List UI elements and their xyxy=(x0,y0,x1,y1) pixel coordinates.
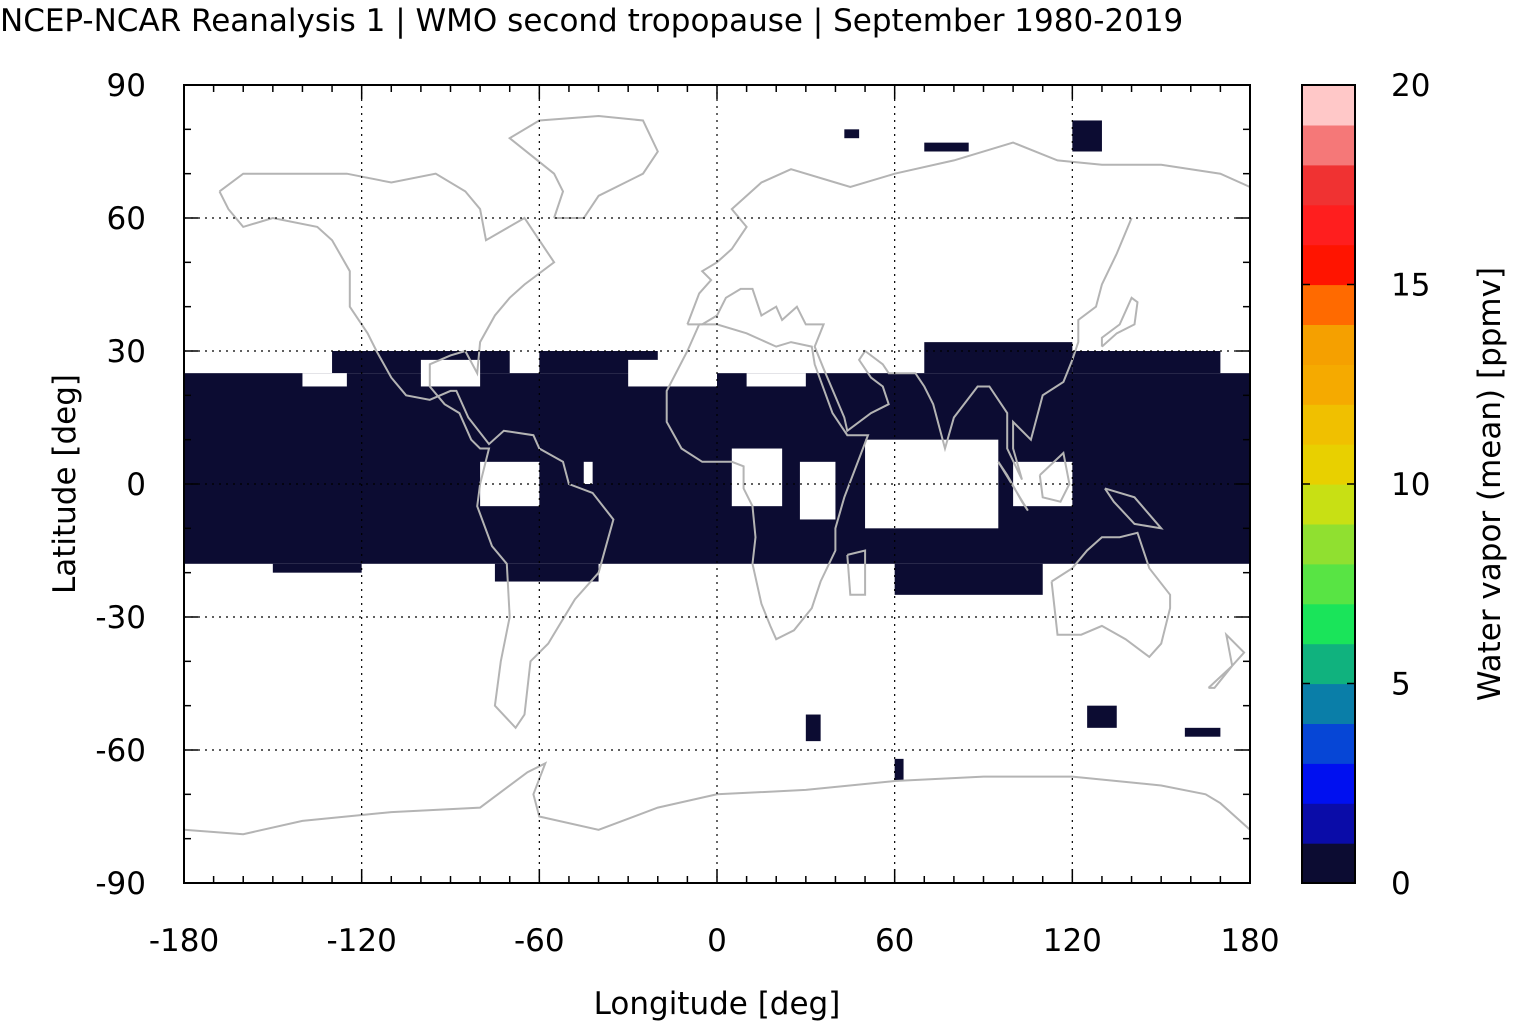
coastline xyxy=(183,761,1251,836)
coastline xyxy=(846,549,867,596)
coastlines xyxy=(183,114,1251,836)
y-tick-label: 90 xyxy=(107,68,146,104)
no-data-cell xyxy=(731,448,783,507)
colorbar-swatch xyxy=(1302,404,1355,445)
colorbar-swatch xyxy=(1302,763,1355,804)
grid-lines xyxy=(184,85,1250,883)
coastline xyxy=(507,114,659,219)
x-tick-label: -60 xyxy=(514,923,565,959)
coastline xyxy=(1104,487,1164,530)
y-tick-label: 30 xyxy=(107,334,146,370)
colorbar-swatch xyxy=(1302,284,1355,325)
plot-area xyxy=(183,84,1251,884)
colorbar-swatch xyxy=(1302,723,1355,764)
data-cell xyxy=(805,714,821,742)
coastline xyxy=(687,217,1133,481)
colorbar-swatch xyxy=(1302,803,1355,844)
x-tick-label: -120 xyxy=(326,923,396,959)
data-cell xyxy=(494,563,599,582)
colorbar-swatch xyxy=(1302,843,1355,884)
y-tick-label: -90 xyxy=(95,866,146,902)
x-tick-label: 60 xyxy=(875,923,914,959)
coastline xyxy=(686,141,1251,325)
no-data-cell xyxy=(302,373,347,387)
no-data-cell xyxy=(583,461,593,484)
x-tick-label: 120 xyxy=(1043,923,1102,959)
coastline xyxy=(1207,631,1246,689)
data-cell xyxy=(924,142,969,152)
data-cell xyxy=(894,758,904,782)
x-axis-label: Longitude [deg] xyxy=(594,986,841,1022)
data-cell xyxy=(184,373,1250,564)
data-cell xyxy=(1072,120,1102,152)
colorbar-tick-label: 10 xyxy=(1391,467,1430,503)
plot-border xyxy=(183,84,1251,884)
colorbar-swatch xyxy=(1302,484,1355,525)
coastline xyxy=(1100,296,1139,348)
data-cell xyxy=(539,351,658,374)
chart-title: NCEP-NCAR Reanalysis 1 | WMO second trop… xyxy=(0,3,1183,39)
colorbar-tick-label: 0 xyxy=(1391,866,1411,902)
colorbar-swatch xyxy=(1302,603,1355,645)
y-tick-labels: 90 60 30 0 -30 -60 -90 xyxy=(95,68,146,902)
x-tick-labels: -180 -120 -60 0 60 120 180 xyxy=(149,923,1280,959)
colorbar-swatch xyxy=(1302,523,1355,565)
colorbar-swatch xyxy=(1302,124,1355,166)
data-cell xyxy=(1184,727,1221,737)
colorbar-swatch xyxy=(1302,643,1355,685)
colorbar-tick-label: 5 xyxy=(1391,667,1411,703)
data-cell xyxy=(1072,351,1221,374)
y-axis-label: Latitude [deg] xyxy=(47,374,83,594)
colorbar-swatch xyxy=(1302,85,1355,126)
data-cell xyxy=(844,129,860,139)
colorbar-tick-label: 15 xyxy=(1391,268,1430,304)
y-tick-label: -60 xyxy=(95,733,146,769)
y-tick-label: -30 xyxy=(95,600,146,636)
colorbar-swatch xyxy=(1302,324,1355,365)
colorbar-label: Water vapor (mean) [ppmv] xyxy=(1472,267,1508,701)
coastline xyxy=(665,323,870,641)
colorbar-swatch xyxy=(1302,204,1355,246)
colorbar-swatch xyxy=(1302,563,1355,605)
colorbar-swatch xyxy=(1302,683,1355,724)
no-data-cell xyxy=(628,359,717,387)
coastline xyxy=(997,461,1029,512)
no-data-cell xyxy=(480,461,540,507)
x-tick-label: 0 xyxy=(707,923,727,959)
data-cell xyxy=(924,342,1073,374)
colorbar-swatches xyxy=(1302,85,1355,884)
y-tick-label: 0 xyxy=(126,467,146,503)
no-data-cell xyxy=(799,461,836,520)
colorbar-tick-label: 20 xyxy=(1391,68,1430,104)
y-tick-label: 60 xyxy=(107,201,146,237)
data-cell xyxy=(894,563,1043,595)
coastline xyxy=(1038,451,1071,503)
colorbar: 0 5 10 15 20 xyxy=(1301,68,1430,902)
colorbar-swatch xyxy=(1302,164,1355,206)
x-tick-label: -180 xyxy=(149,923,219,959)
data-cell xyxy=(1087,705,1117,728)
colorbar-swatch xyxy=(1302,244,1355,286)
colorbar-swatch xyxy=(1302,444,1355,485)
data-cell xyxy=(272,563,362,573)
colorbar-tick-labels: 0 5 10 15 20 xyxy=(1302,68,1430,902)
coastline xyxy=(218,172,615,730)
coastline xyxy=(1050,531,1172,659)
x-tick-label: 180 xyxy=(1220,923,1279,959)
cells-layer xyxy=(184,120,1250,782)
colorbar-swatch xyxy=(1302,364,1355,405)
no-data-cell xyxy=(746,373,806,387)
